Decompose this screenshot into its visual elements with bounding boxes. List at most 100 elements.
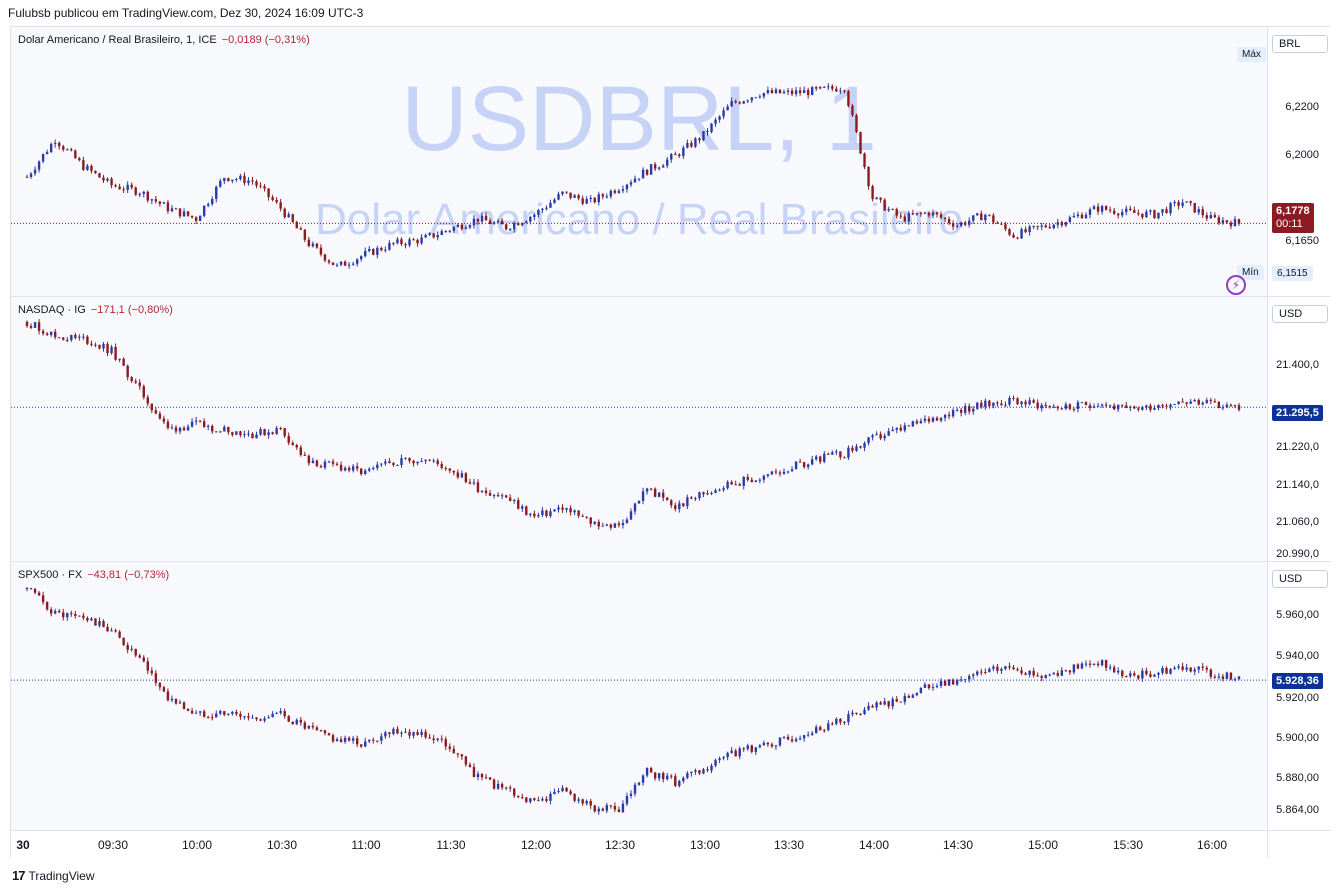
nasdaq-price-axis[interactable]: USD 21.400,0 21.220,0 21.140,0 21.060,0 … [1267,297,1331,562]
candle-body [815,87,818,89]
candle-body [823,86,826,88]
spx500-legend[interactable]: SPX500 · FX −43,81 (−0,73%) [18,569,169,581]
candle-body [412,239,415,241]
candle-body [1028,400,1031,405]
spx500-pane[interactable]: SPX500 · FX −43,81 (−0,73%) [11,562,1267,831]
candle-body [625,519,629,523]
candle-body [307,455,311,464]
candle-body [134,648,137,656]
nasdaq-legend[interactable]: NASDAQ · IG −171,1 (−0,80%) [18,304,173,316]
usdbrl-pane[interactable]: USDBRL, 1 Dolar Americano / Real Brasile… [11,27,1267,297]
candle-body [158,413,162,419]
candle-body [686,773,689,778]
lightning-icon[interactable]: ⚡ [1226,275,1246,295]
candle-body [778,89,782,94]
usdbrl-legend[interactable]: Dolar Americano / Real Brasileiro, 1, IC… [18,34,310,46]
time-axis[interactable]: 30 09:30 10:00 10:30 11:00 11:30 12:00 12:30 13:… [11,831,1267,858]
candle-body [770,744,774,747]
candle-body [480,490,484,492]
candle-body [694,138,697,147]
candle-body [263,429,266,436]
candle-body [82,615,85,618]
candle-body [871,435,874,438]
candle-body [424,235,427,238]
candle-body [730,481,733,485]
candle-body [1024,229,1027,233]
candle-body [855,115,858,133]
candle-body [649,768,653,773]
candle-body [468,482,472,484]
candle-body [408,731,411,736]
candle-body [206,716,210,718]
candle-body [774,471,778,473]
candle-body [923,684,927,688]
candle-body [166,202,170,212]
currency-badge-usd[interactable]: USD [1272,570,1328,588]
candle-body [1217,217,1221,224]
candle-body [178,702,182,704]
candle-body [617,190,621,193]
usdbrl-price-axis[interactable]: BRL 6,2200 6,2000 6,1650 6,1515 6,1778 0… [1267,27,1331,297]
candle-body [931,212,935,216]
candle-body [37,592,41,596]
time-tick: 14:30 [942,838,974,852]
candle-body [215,186,218,199]
candle-body [1125,676,1128,678]
nasdaq-pane[interactable]: NASDAQ · IG −171,1 (−0,80%) [11,297,1267,562]
candle-body [335,739,339,742]
candle-body [1000,223,1003,225]
candle-body [311,243,315,247]
candle-body [90,343,93,345]
candle-body [714,490,717,493]
candle-body [1233,405,1237,407]
candle-body [235,711,238,715]
candle-body [255,181,258,186]
candle-body [557,507,560,510]
candle-body [521,222,524,226]
candle-body [1012,397,1015,399]
candle-body [1068,670,1072,673]
time-tick: 14:00 [858,838,890,852]
candle-body [428,737,431,739]
candle-body [1072,408,1076,410]
candle-body [287,214,290,218]
candle-body [235,179,238,181]
candle-body [380,463,383,465]
candle-body [154,199,158,202]
candle-body [138,655,141,658]
candle-body [66,149,69,151]
candle-body [1225,220,1229,223]
candle-body [1117,670,1120,673]
candle-body [323,254,327,261]
candle-body [190,710,194,714]
candle-body [758,745,762,748]
candle-body [597,521,600,527]
candle-body [247,716,250,718]
candle-body [271,713,274,718]
candle-body [206,204,210,206]
candle-body [1032,400,1035,403]
candle-body [351,263,355,265]
candle-body [1217,676,1221,678]
candle-body [597,808,600,812]
candle-body [976,213,979,216]
candle-body [198,420,202,422]
candle-body [1145,211,1148,218]
candle-body [919,212,923,214]
candle-body [150,199,154,201]
candle-body [1080,663,1084,669]
candle-body [653,772,657,779]
spx500-change: −43,81 (−0,73%) [87,569,170,581]
candle-body [1145,405,1148,408]
candle-body [919,420,923,424]
candle-body [351,466,355,471]
candle-body [303,454,307,456]
candle-body [1225,404,1229,408]
currency-badge-brl[interactable]: BRL [1272,35,1328,53]
candle-body [1137,212,1140,214]
candle-body [1076,664,1080,669]
candle-body [895,209,898,216]
currency-badge-usd[interactable]: USD [1272,305,1328,323]
candle-body [1121,404,1124,406]
spx500-price-axis[interactable]: USD 5.960,00 5.940,00 5.920,00 5.900,00 … [1267,562,1331,831]
